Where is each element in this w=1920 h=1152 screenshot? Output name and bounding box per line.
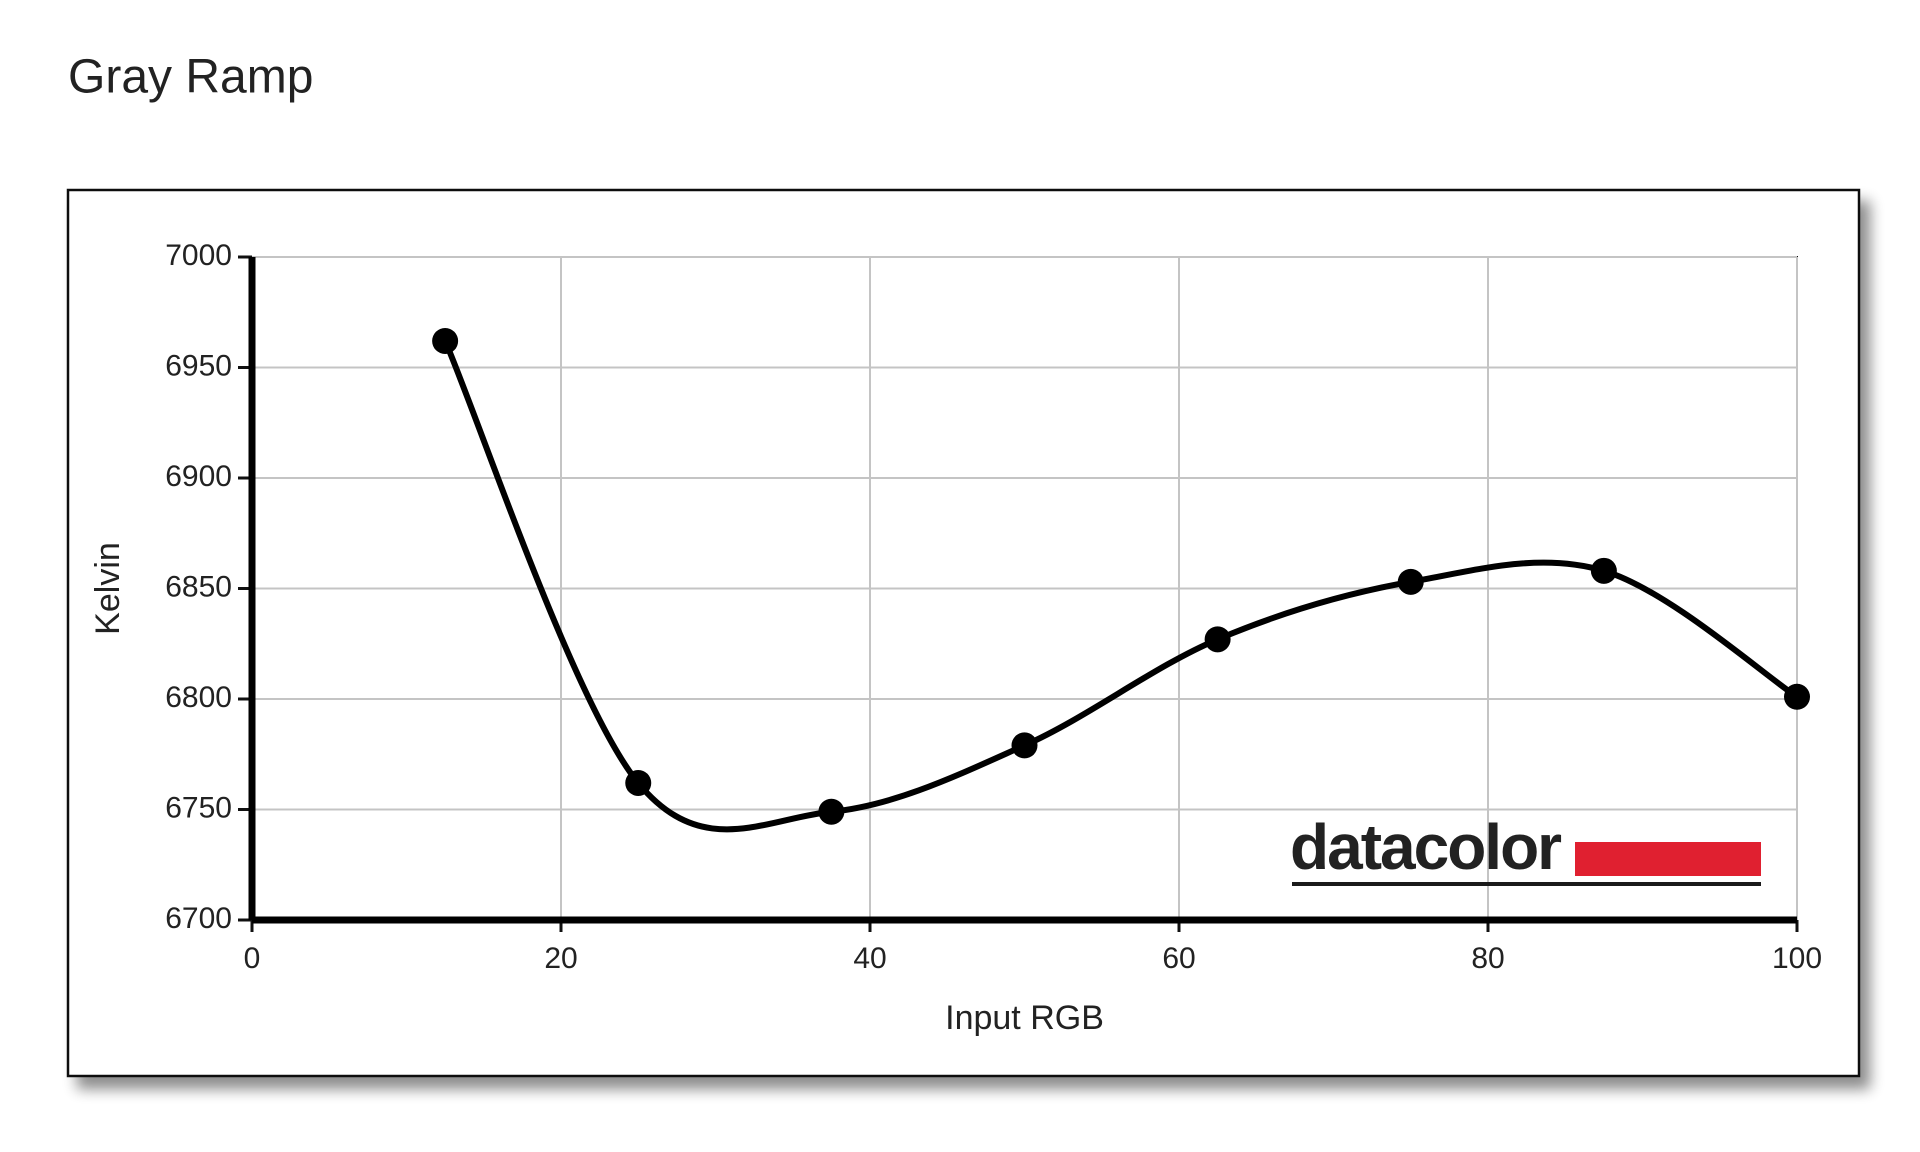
point	[432, 327, 459, 354]
x-tick-label: 0	[244, 942, 261, 975]
x-axis-label: Input RGB	[945, 999, 1104, 1037]
point	[625, 769, 652, 796]
point	[1011, 732, 1038, 759]
y-tick-label: 6850	[165, 570, 232, 603]
line	[442, 339, 1799, 833]
watermark: datacolor	[1290, 811, 1561, 883]
chart-title: Gray Ramp	[68, 51, 313, 104]
y-tick-label: 6950	[165, 349, 232, 382]
y-axis-label: Kelvin	[89, 542, 127, 635]
x-tick-label: 60	[1162, 942, 1195, 975]
point	[1784, 683, 1810, 710]
y-tick-label: 6900	[165, 460, 232, 493]
x-tick-label: 80	[1471, 942, 1504, 975]
x-tick-label: 40	[853, 942, 886, 975]
point	[1204, 626, 1231, 653]
y-tick-label: 6700	[165, 902, 232, 935]
point	[1397, 568, 1424, 595]
y-tick-label: 6800	[165, 681, 232, 714]
watermark-bar	[1575, 842, 1761, 876]
x-tick-label: 20	[544, 942, 577, 975]
y-tick-label: 6750	[165, 791, 232, 824]
y-tick-label: 7000	[165, 239, 232, 272]
x-tick-label: 100	[1772, 942, 1822, 975]
point	[1590, 557, 1617, 584]
point	[818, 798, 845, 825]
